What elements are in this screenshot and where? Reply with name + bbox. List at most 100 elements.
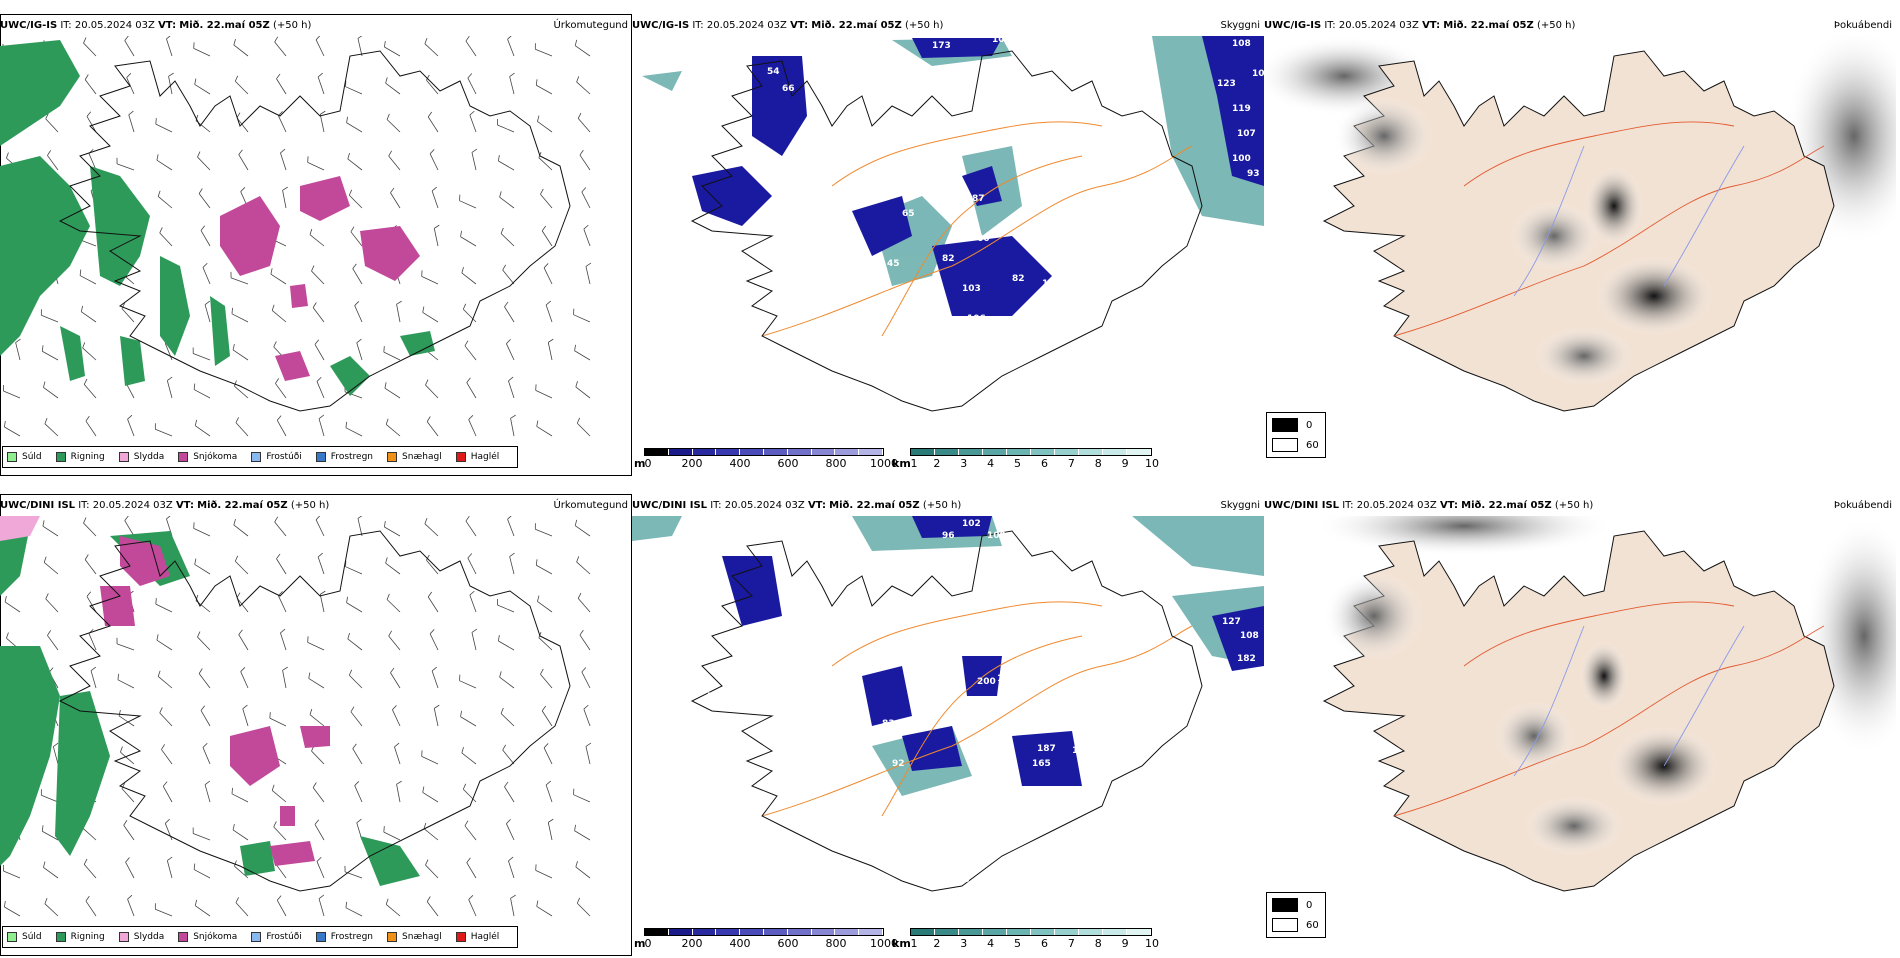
wind-barb-flag [42, 345, 43, 351]
wind-barb [129, 115, 134, 132]
fog-map [1264, 516, 1896, 942]
wind-barb-flag [283, 187, 288, 190]
fog-legend-item: 60 [1272, 918, 1319, 932]
wind-barb [84, 384, 96, 398]
wind-barb [434, 708, 438, 726]
wind-barb-flag [234, 381, 236, 387]
wind-barb-flag [387, 114, 389, 120]
precip-map [0, 36, 632, 462]
wind-barb [167, 381, 172, 398]
colorbar-tick-label: 7 [1068, 937, 1075, 950]
wind-barb [467, 863, 476, 878]
lead-time: (+50 h) [1555, 500, 1593, 511]
wind-barb-flag [501, 228, 503, 234]
wind-barb [537, 426, 552, 436]
wind-barb [165, 823, 172, 840]
colorbar-segment [764, 449, 788, 455]
wind-barb [318, 557, 324, 574]
wind-barb-flag [384, 521, 385, 527]
wind-barb [504, 307, 514, 322]
wind-barb-flag [43, 520, 44, 526]
wind-barb [81, 312, 96, 322]
wind-barb [5, 602, 20, 612]
wind-barb [270, 718, 286, 726]
wind-barb-flag [389, 631, 392, 636]
vt-value: Mið. 22.maí 05Z [1443, 20, 1534, 31]
wind-barb [425, 44, 438, 56]
wind-barb [577, 903, 590, 916]
wind-barb-flag [500, 671, 502, 677]
wind-barb [430, 154, 438, 170]
wind-barb-flag [203, 743, 207, 747]
wind-barb [397, 304, 400, 322]
wind-barb-flag [274, 341, 277, 346]
legend-item: Rigning [56, 452, 105, 462]
wind-barb [540, 194, 552, 208]
wind-barb [80, 276, 96, 284]
wind-barb [390, 193, 400, 208]
wind-barb [43, 526, 58, 536]
colorbar-tick-label: 200 [682, 937, 703, 950]
wind-barb [539, 638, 552, 650]
colorbar-segment [1127, 929, 1151, 935]
wind-barb-flag [310, 229, 312, 235]
wind-barb-flag [169, 73, 174, 76]
vis-value-label: 119 [1232, 104, 1251, 114]
legend-swatch [178, 452, 188, 462]
wind-barb [536, 870, 552, 878]
wind-barb [425, 524, 438, 536]
vis-value-label: 96 [942, 531, 955, 541]
wind-barb [353, 749, 362, 764]
wind-barb [194, 870, 210, 878]
wind-barb [469, 420, 476, 436]
wind-barb [318, 77, 324, 94]
colorbar-tick-label: 9 [1122, 937, 1129, 950]
wind-barb [231, 278, 248, 284]
wind-barb-flag [276, 554, 280, 559]
wind-barb [468, 78, 476, 94]
colorbar-tick-label: 200 [682, 457, 703, 470]
wind-barb-flag [194, 384, 195, 390]
wind-barb-flag [233, 344, 234, 350]
colorbar-segment [788, 449, 812, 455]
wind-barb-flag [118, 674, 119, 680]
vis-value-label: 88 [957, 875, 970, 885]
legend-label: Súld [22, 932, 42, 942]
wind-barb [163, 786, 172, 802]
wind-barb-flag [197, 632, 200, 637]
wind-barb-flag [358, 36, 363, 38]
wind-barb [503, 270, 514, 284]
wind-barb [201, 230, 210, 246]
wind-barb-flag [575, 345, 576, 351]
wind-barb-flag [468, 553, 472, 557]
wind-barb [508, 381, 514, 398]
vis-value-label: 38 [667, 199, 680, 209]
wind-barb [460, 201, 476, 208]
wind-barb [275, 383, 286, 398]
wind-barb-flag [577, 418, 579, 423]
vis-value-label: 74 [902, 334, 915, 344]
colorbar-segment [693, 929, 717, 935]
legend-label: Haglél [471, 932, 500, 942]
wind-barb-flag [386, 557, 388, 563]
wind-barb [423, 312, 438, 322]
panel-visibility-row2: UWC/DINI ISL IT: 20.05.2024 03Z VT: Mið.… [632, 494, 1264, 958]
colorbar-segment [716, 449, 740, 455]
vis-value-label: 66 [782, 84, 795, 94]
wind-barb-flag [313, 303, 316, 308]
wind-barb-flag [234, 39, 236, 45]
wind-barb [283, 190, 286, 208]
lead-time: (+50 h) [923, 500, 961, 511]
wind-barb [272, 310, 286, 322]
wind-barb [506, 824, 514, 840]
wind-barb-flag [125, 516, 129, 521]
vt-label: VT: [176, 500, 194, 511]
fog-legend-item: 0 [1272, 418, 1312, 432]
wind-barb [355, 786, 362, 802]
wind-barb [539, 158, 552, 170]
wind-barb [577, 562, 590, 574]
wind-barb-flag [124, 820, 127, 825]
vis-value-label: 123 [997, 674, 1016, 684]
